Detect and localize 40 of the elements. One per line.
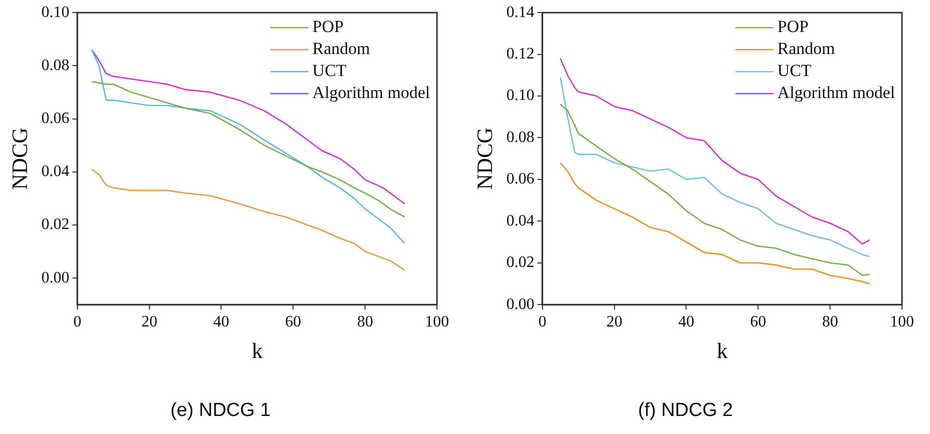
y-tick-label: 0.00 [506,296,534,313]
legend-label: Random [312,39,370,58]
x-tick-label: 0 [538,313,546,330]
y-tick-label: 0.12 [506,46,534,63]
y-tick-label: 0.00 [41,269,70,286]
y-tick-label: 0.10 [41,4,70,21]
x-tick-label: 20 [141,313,158,330]
y-axis-title: NDCG [472,127,497,190]
legend-label: UCT [777,61,812,80]
x-tick-label: 0 [73,313,82,330]
y-tick-label: 0.02 [41,216,70,234]
x-tick-label: 80 [822,313,838,330]
x-tick-label: 80 [357,313,374,330]
x-tick-label: 60 [285,313,302,330]
y-tick-label: 0.02 [506,254,534,272]
legend-label: UCT [312,61,348,80]
x-tick-label: 40 [678,313,694,330]
y-tick-label: 0.04 [506,212,534,230]
x-axis-title: k [252,338,263,363]
x-tick-label: 100 [425,313,449,330]
y-tick-label: 0.04 [41,163,70,180]
x-tick-label: 100 [890,313,914,330]
x-tick-label: 40 [213,313,230,330]
y-tick-label: 0.10 [506,87,534,104]
y-tick-label: 0.06 [41,110,70,127]
legend-label: Algorithm model [777,83,896,102]
y-tick-label: 0.08 [41,56,70,74]
y-tick-label: 0.14 [506,4,534,21]
x-tick-label: 60 [750,313,766,330]
y-tick-label: 0.06 [506,170,534,188]
y-tick-label: 0.08 [506,128,534,146]
legend-label: POP [312,17,344,36]
x-axis-title: k [716,338,728,363]
text: (f) NDCG 2 [638,400,733,421]
legend-label: Algorithm model [312,83,430,102]
legend-label: POP [777,17,809,36]
legend-label: Random [777,39,836,58]
x-tick-label: 20 [606,313,622,330]
y-axis-title: NDCG [6,127,32,190]
text: (e) NDCG 1 [170,400,271,421]
